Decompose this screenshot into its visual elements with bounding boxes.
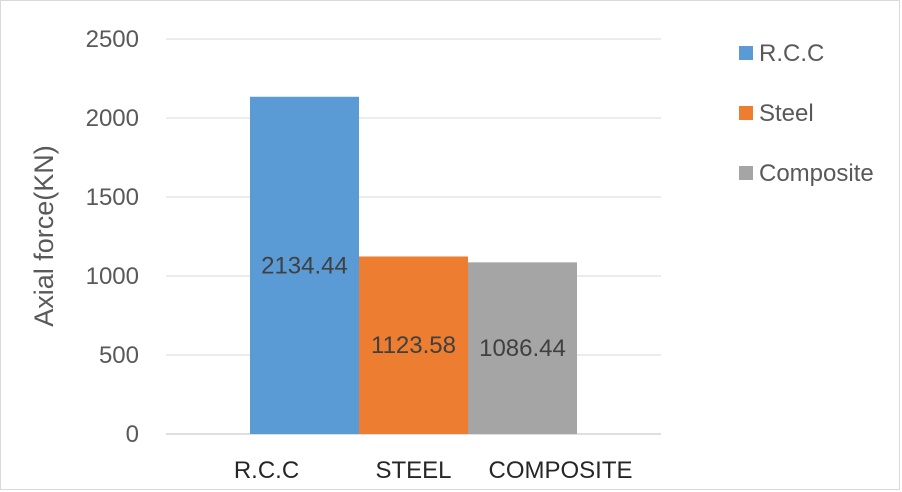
data-label: 1123.58	[371, 332, 456, 359]
bar	[359, 256, 468, 434]
legend-label: R.C.C	[759, 40, 824, 67]
data-labels: 2134.44 1123.58 1086.44	[261, 252, 566, 362]
x-category-label: STEEL	[375, 457, 451, 484]
x-category-label: COMPOSITE	[488, 457, 632, 484]
data-label: 2134.44	[261, 252, 348, 279]
bars	[250, 96, 577, 434]
y-tick-label: 2500	[86, 26, 139, 53]
legend-label: Steel	[759, 100, 814, 127]
x-axis-categories: R.C.C STEEL COMPOSITE	[234, 457, 633, 484]
y-axis-ticks: 0 500 1000 1500 2000 2500	[86, 26, 139, 448]
legend: R.C.C Steel Composite	[739, 40, 874, 187]
y-tick-label: 1500	[86, 184, 139, 211]
data-label: 1086.44	[479, 335, 566, 362]
legend-swatch	[739, 46, 753, 60]
y-tick-label: 0	[126, 421, 139, 448]
x-category-label: R.C.C	[234, 457, 299, 484]
legend-swatch	[739, 106, 753, 120]
legend-swatch	[739, 166, 753, 180]
y-tick-label: 500	[99, 342, 139, 369]
y-tick-label: 1000	[86, 263, 139, 290]
legend-label: Composite	[759, 160, 874, 187]
y-axis-title: Axial force(KN)	[29, 145, 59, 327]
bar	[250, 96, 359, 434]
bar	[468, 262, 577, 434]
y-tick-label: 2000	[86, 105, 139, 132]
